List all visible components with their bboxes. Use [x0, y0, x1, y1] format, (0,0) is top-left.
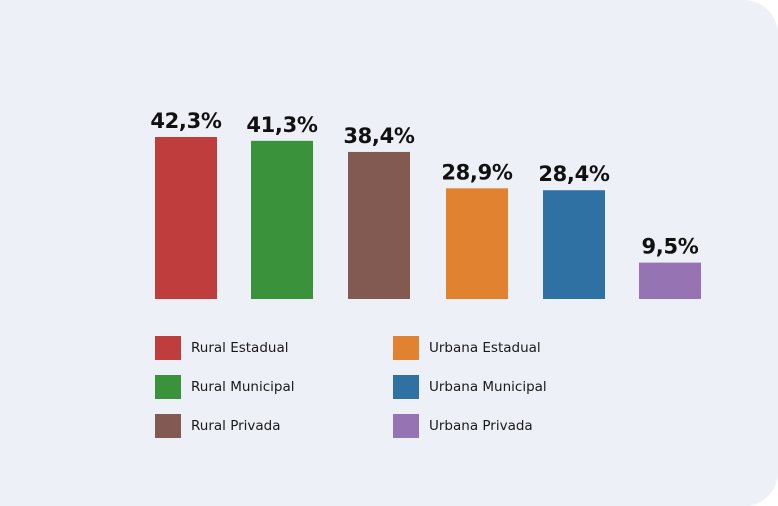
bar-value-label: 28,4%: [538, 162, 610, 186]
bar-urbana-estadual: [446, 188, 508, 299]
bar-urbana-privada: [639, 262, 701, 299]
legend-swatch: [155, 414, 181, 438]
bar-rural-privada: [348, 151, 410, 299]
legend-item-rural-estadual: Rural Estadual: [155, 336, 288, 360]
bar-rural-estadual: [155, 137, 217, 299]
legend-item-rural-municipal: Rural Municipal: [155, 375, 294, 399]
legend-label: Rural Municipal: [191, 379, 295, 395]
legend-item-urbana-municipal: Urbana Municipal: [393, 375, 547, 399]
bar-value-label: 38,4%: [343, 124, 415, 148]
legend-label: Urbana Estadual: [429, 340, 541, 356]
bar-value-label: 42,3%: [150, 109, 222, 133]
legend-swatch: [393, 336, 419, 360]
legend-label: Urbana Municipal: [429, 379, 547, 395]
bar-value-label: 41,3%: [246, 113, 318, 137]
bar-urbana-municipal: [543, 190, 605, 299]
bar-value-label: 28,9%: [441, 160, 513, 184]
legend-item-urbana-privada: Urbana Privada: [393, 414, 533, 438]
legend-label: Rural Estadual: [191, 340, 289, 356]
legend-item-urbana-estadual: Urbana Estadual: [393, 336, 541, 360]
legend-item-rural-privada: Rural Privada: [155, 414, 281, 438]
legend-swatch: [155, 375, 181, 399]
bar-rural-municipal: [251, 140, 313, 299]
legend-label: Urbana Privada: [429, 418, 533, 434]
legend-swatch: [393, 375, 419, 399]
legend: Rural Estadual Rural Municipal Rural Pri…: [155, 336, 615, 446]
legend-swatch: [393, 414, 419, 438]
legend-swatch: [155, 336, 181, 360]
bar-value-label: 9,5%: [641, 235, 698, 259]
legend-label: Rural Privada: [191, 418, 281, 434]
